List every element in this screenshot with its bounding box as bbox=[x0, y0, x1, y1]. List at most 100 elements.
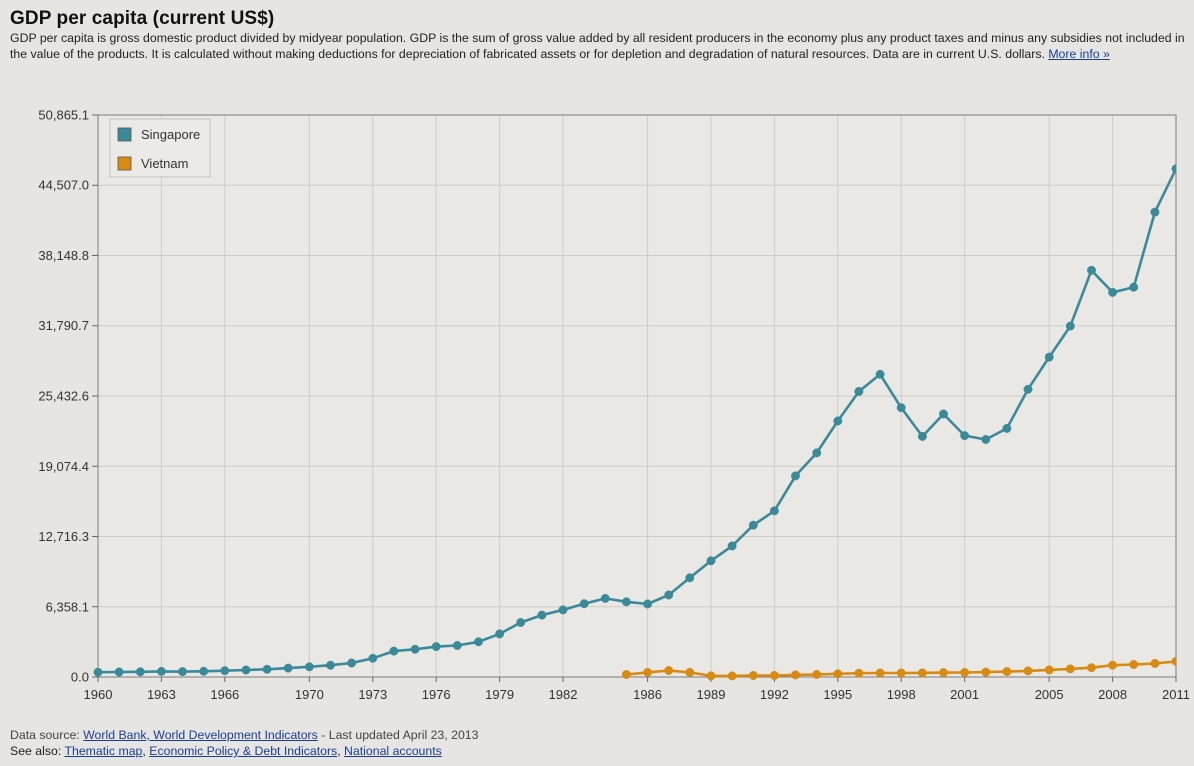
series-line-singapore bbox=[97, 168, 1176, 674]
data-point-vietnam bbox=[748, 671, 758, 680]
data-point-singapore bbox=[93, 667, 103, 677]
x-tick-label: 1982 bbox=[549, 687, 578, 702]
more-info-link[interactable]: More info » bbox=[1048, 46, 1110, 61]
data-source-link[interactable]: World Bank, World Development Indicators bbox=[83, 728, 318, 742]
description-text: GDP per capita is gross domestic product… bbox=[10, 31, 1185, 61]
data-point-singapore bbox=[347, 658, 357, 668]
x-tick-label: 1973 bbox=[358, 687, 387, 702]
data-point-vietnam bbox=[1150, 659, 1160, 668]
data-point-vietnam bbox=[981, 667, 991, 677]
data-point-vietnam bbox=[664, 666, 674, 675]
data-point-singapore bbox=[558, 605, 568, 615]
x-tick-label: 1986 bbox=[633, 687, 662, 702]
data-point-singapore bbox=[431, 642, 441, 652]
data-point-singapore bbox=[135, 667, 145, 677]
x-tick-label: 1976 bbox=[422, 687, 451, 702]
see-also-link-economic-policy[interactable]: Economic Policy & Debt Indicators bbox=[149, 744, 338, 758]
data-point-vietnam bbox=[1044, 665, 1054, 675]
x-tick-label: 2011 bbox=[1162, 687, 1190, 702]
data-point-singapore bbox=[917, 431, 927, 441]
data-point-singapore bbox=[495, 629, 505, 639]
x-tick-label: 2001 bbox=[950, 687, 979, 702]
data-point-singapore bbox=[600, 593, 610, 603]
data-point-singapore bbox=[1023, 384, 1033, 394]
x-tick-label: 1979 bbox=[485, 687, 514, 702]
data-point-singapore bbox=[854, 387, 864, 396]
data-point-singapore bbox=[1044, 352, 1054, 362]
data-point-singapore bbox=[579, 599, 589, 609]
data-point-vietnam bbox=[917, 668, 927, 678]
legend-swatch-vietnam bbox=[117, 156, 132, 171]
description: GDP per capita is gross domestic product… bbox=[10, 31, 1188, 62]
data-point-singapore bbox=[706, 556, 716, 566]
gdp-line-chart: 0.0 6,358.1 12,716.3 19,074.4 25,432.6 31,790… bbox=[38, 108, 1190, 703]
data-point-singapore bbox=[1171, 164, 1176, 174]
data-point-singapore bbox=[621, 597, 631, 607]
data-point-singapore bbox=[1087, 265, 1096, 275]
data-point-singapore bbox=[748, 520, 758, 530]
y-tick-label: 19,074.4 bbox=[38, 459, 89, 474]
data-point-singapore bbox=[474, 637, 483, 647]
data-point-singapore bbox=[875, 369, 885, 379]
legend-label-vietnam: Vietnam bbox=[141, 156, 188, 171]
data-point-singapore bbox=[1150, 207, 1160, 217]
y-tick-label: 44,507.0 bbox=[38, 178, 89, 193]
x-tick-label: 1989 bbox=[697, 687, 726, 702]
see-also-line: See also: Thematic map, Economic Policy … bbox=[10, 744, 442, 758]
see-also-link-national-accounts[interactable]: National accounts bbox=[344, 744, 442, 758]
data-point-vietnam bbox=[791, 670, 800, 680]
data-point-singapore bbox=[727, 541, 737, 551]
data-point-vietnam bbox=[1129, 660, 1139, 669]
data-point-singapore bbox=[685, 573, 695, 583]
data-point-singapore bbox=[1108, 287, 1118, 297]
data-point-vietnam bbox=[685, 667, 695, 677]
data-point-singapore bbox=[769, 506, 779, 516]
data-point-vietnam bbox=[769, 671, 779, 680]
data-point-singapore bbox=[981, 435, 991, 444]
y-tick-label: 12,716.3 bbox=[38, 529, 89, 544]
x-tick-label: 2005 bbox=[1035, 687, 1064, 702]
data-source-label: Data source: bbox=[10, 728, 80, 742]
data-point-singapore bbox=[643, 599, 653, 609]
data-point-singapore bbox=[452, 641, 462, 650]
data-point-vietnam bbox=[1002, 667, 1012, 677]
data-point-vietnam bbox=[896, 668, 906, 678]
data-point-vietnam bbox=[939, 668, 948, 678]
data-point-singapore bbox=[389, 646, 399, 656]
data-point-vietnam bbox=[1065, 664, 1075, 674]
see-also-label: See also: bbox=[10, 744, 62, 758]
y-tick-label: 6,358.1 bbox=[46, 599, 89, 614]
data-point-vietnam bbox=[727, 671, 737, 681]
data-point-vietnam bbox=[960, 668, 970, 677]
see-also-link-thematic-map[interactable]: Thematic map bbox=[64, 744, 143, 758]
data-point-singapore bbox=[939, 409, 948, 419]
data-point-singapore bbox=[1129, 282, 1139, 292]
data-point-vietnam bbox=[1108, 660, 1118, 670]
data-point-singapore bbox=[960, 431, 970, 441]
data-point-singapore bbox=[304, 662, 314, 672]
x-tick-label: 1966 bbox=[210, 687, 239, 702]
x-tick-label: 1992 bbox=[760, 687, 789, 702]
last-updated: - Last updated April 23, 2013 bbox=[317, 728, 479, 742]
data-point-singapore bbox=[516, 618, 526, 627]
data-point-vietnam bbox=[812, 670, 822, 679]
y-tick-label: 0.0 bbox=[71, 670, 89, 685]
y-tick-label: 38,148.8 bbox=[38, 248, 89, 263]
y-tick-label: 25,432.6 bbox=[38, 388, 89, 403]
data-point-singapore bbox=[833, 416, 843, 426]
data-point-singapore bbox=[220, 666, 230, 676]
x-tick-label: 2008 bbox=[1098, 687, 1127, 702]
data-point-vietnam bbox=[854, 668, 864, 678]
x-tick-label: 1970 bbox=[295, 687, 324, 702]
footer: Data source: World Bank, World Developme… bbox=[10, 727, 478, 759]
data-point-singapore bbox=[262, 664, 272, 674]
data-point-vietnam bbox=[1087, 663, 1096, 673]
data-point-vietnam bbox=[875, 668, 885, 678]
y-tick-label: 31,790.7 bbox=[38, 318, 89, 333]
data-point-singapore bbox=[114, 667, 124, 677]
data-point-singapore bbox=[199, 666, 209, 676]
data-point-singapore bbox=[410, 644, 420, 654]
x-tick-label: 1963 bbox=[147, 687, 176, 702]
data-source-line: Data source: World Bank, World Developme… bbox=[10, 727, 478, 743]
data-point-vietnam bbox=[1023, 666, 1033, 676]
